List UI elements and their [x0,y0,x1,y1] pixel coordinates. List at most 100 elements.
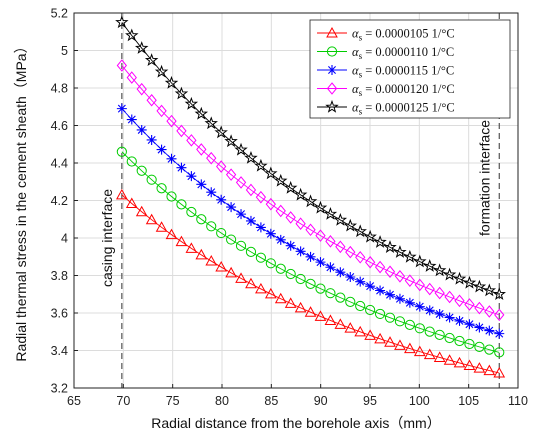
data-point [464,338,475,350]
data-point [236,209,247,220]
data-point [115,15,129,29]
data-point [335,240,346,254]
data-point [205,255,218,266]
series-line [121,151,500,353]
data-point [285,240,296,251]
x-tick-label: 65 [67,394,81,408]
data-point [166,153,177,164]
data-point [383,240,397,253]
data-point [365,281,376,292]
data-point [413,254,427,268]
data-point [196,143,207,156]
legend-subscript: s [359,51,363,61]
data-point [116,103,127,114]
y-tick-label: 4.2 [51,194,68,208]
data-point [156,144,167,155]
data-point [473,362,486,373]
data-point [333,212,348,226]
legend-subscript: s [359,70,363,80]
data-point [225,266,237,278]
data-point [464,298,475,311]
legend-item: αs = 0.0000110 1/°C [317,45,454,61]
data-point [176,199,187,210]
data-point [216,194,227,205]
legend-label: αs = 0.0000125 1/°C [352,101,455,117]
x-tick-label: 95 [363,394,377,408]
data-point [206,151,217,165]
data-point [186,206,197,218]
data-point [414,278,425,292]
data-point [444,332,455,344]
y-tick-label: 4.8 [51,82,68,96]
data-point [116,59,127,72]
data-point [255,282,267,294]
data-point [264,166,278,180]
data-point [125,28,139,42]
data-point [166,191,177,202]
y-tick-label: 5 [61,44,68,58]
data-point [424,305,435,316]
data-point [185,242,198,253]
data-point [345,245,356,259]
data-point [255,252,266,263]
legend-subscript: s [359,33,363,43]
data-point [393,245,407,258]
data-point [303,194,318,208]
data-point [434,329,445,340]
data-point [164,75,179,89]
data-point [136,82,147,96]
data-point [413,345,426,357]
data-point [265,228,276,239]
legend-marker [327,65,337,75]
data-point [155,221,168,232]
x-tick-label: 100 [409,394,430,408]
legend-value: = 0.0000115 1/°C [362,64,454,78]
data-point [315,257,326,268]
data-point [304,306,317,317]
data-point [245,215,256,226]
data-point [275,204,286,218]
data-point [145,213,158,225]
series-5 [115,15,506,300]
data-point [176,124,187,138]
data-point [214,125,228,139]
data-point [474,301,485,315]
data-point [384,312,396,323]
data-point [464,319,475,330]
legend-marker [326,82,338,95]
data-point [374,260,386,274]
data-point [484,325,495,336]
data-point [235,272,247,283]
data-point [175,235,188,247]
x-tick-label: 70 [116,394,130,408]
data-point [305,223,316,237]
data-point [125,197,138,209]
data-point [492,287,506,300]
x-tick-label: 75 [166,394,180,408]
data-point [453,356,466,368]
data-point [135,205,148,217]
data-point [424,326,435,337]
data-point [443,354,456,365]
data-point [176,162,187,173]
data-point [462,275,477,289]
data-point [265,197,276,211]
legend-item: αs = 0.0000115 1/°C [317,64,454,80]
data-point [295,246,306,257]
y-axis-ticks: 3.2 3.4 3.6 3.8 4 4.2 4.4 4.6 4.8 5 5.2 [51,7,78,396]
data-point [374,332,386,344]
data-point [494,347,505,358]
data-point [165,228,178,240]
data-point [146,93,157,107]
data-point [245,277,257,289]
data-point [196,214,207,225]
data-point [454,315,465,326]
legend-item: αs = 0.0000105 1/°C [317,27,455,43]
data-point [494,328,505,339]
data-point [414,301,425,312]
y-tick-label: 4.6 [51,119,68,133]
data-point [285,211,296,224]
data-point [444,290,455,304]
data-point [452,271,467,285]
data-point [245,183,257,197]
